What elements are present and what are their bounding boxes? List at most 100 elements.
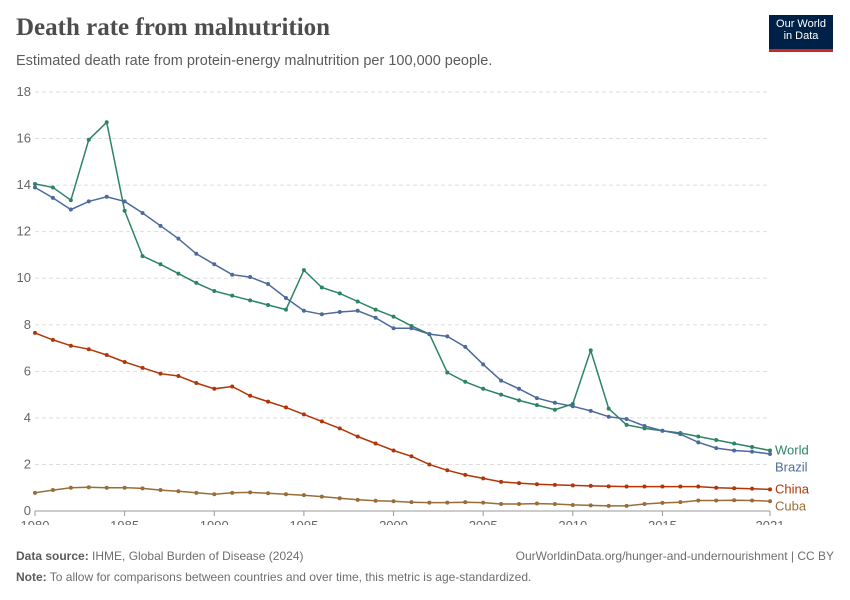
data-point-brazil[interactable] bbox=[463, 344, 468, 349]
data-point-world[interactable] bbox=[499, 392, 504, 397]
data-point-world[interactable] bbox=[212, 289, 217, 294]
data-point-cuba[interactable] bbox=[86, 485, 91, 490]
data-point-cuba[interactable] bbox=[319, 494, 324, 499]
data-point-china[interactable] bbox=[158, 371, 163, 376]
series-line-world[interactable] bbox=[34, 120, 771, 452]
data-point-cuba[interactable] bbox=[158, 488, 163, 493]
data-point-world[interactable] bbox=[283, 307, 288, 312]
data-point-cuba[interactable] bbox=[409, 500, 414, 505]
data-point-cuba[interactable] bbox=[301, 493, 306, 498]
data-point-china[interactable] bbox=[750, 486, 755, 491]
data-point-brazil[interactable] bbox=[768, 451, 772, 456]
data-point-brazil[interactable] bbox=[86, 199, 91, 204]
data-source-text[interactable]: IHME, Global Burden of Disease (2024) bbox=[92, 549, 304, 563]
data-point-brazil[interactable] bbox=[588, 408, 593, 413]
data-point-world[interactable] bbox=[696, 434, 701, 439]
data-point-cuba[interactable] bbox=[570, 502, 575, 507]
data-point-world[interactable] bbox=[301, 268, 306, 273]
data-point-brazil[interactable] bbox=[499, 378, 504, 383]
data-point-cuba[interactable] bbox=[248, 490, 253, 495]
data-point-china[interactable] bbox=[499, 479, 504, 484]
data-point-world[interactable] bbox=[140, 254, 145, 259]
data-point-china[interactable] bbox=[696, 484, 701, 489]
data-point-china[interactable] bbox=[301, 412, 306, 417]
data-point-cuba[interactable] bbox=[104, 485, 109, 490]
data-point-cuba[interactable] bbox=[445, 500, 450, 505]
data-point-world[interactable] bbox=[517, 398, 522, 403]
data-point-world[interactable] bbox=[768, 448, 772, 453]
data-point-china[interactable] bbox=[33, 330, 37, 335]
data-point-world[interactable] bbox=[50, 185, 55, 190]
data-point-china[interactable] bbox=[606, 484, 611, 489]
source-url[interactable]: OurWorldinData.org/hunger-and-undernouri… bbox=[515, 549, 834, 563]
data-point-cuba[interactable] bbox=[427, 500, 432, 505]
data-point-china[interactable] bbox=[355, 434, 360, 439]
data-point-cuba[interactable] bbox=[266, 491, 271, 496]
data-point-brazil[interactable] bbox=[678, 432, 683, 437]
data-point-china[interactable] bbox=[194, 380, 199, 385]
data-point-brazil[interactable] bbox=[158, 223, 163, 228]
data-point-china[interactable] bbox=[283, 405, 288, 410]
data-point-world[interactable] bbox=[86, 137, 91, 142]
data-point-brazil[interactable] bbox=[642, 424, 647, 429]
data-point-world[interactable] bbox=[750, 444, 755, 449]
data-point-world[interactable] bbox=[355, 299, 360, 304]
series-line-cuba[interactable] bbox=[34, 486, 771, 507]
data-point-china[interactable] bbox=[445, 468, 450, 473]
data-point-cuba[interactable] bbox=[678, 500, 683, 505]
data-point-china[interactable] bbox=[624, 484, 629, 489]
data-point-china[interactable] bbox=[570, 483, 575, 488]
data-point-world[interactable] bbox=[194, 280, 199, 285]
data-point-cuba[interactable] bbox=[588, 503, 593, 508]
data-point-china[interactable] bbox=[266, 399, 271, 404]
data-point-world[interactable] bbox=[463, 379, 468, 384]
data-point-brazil[interactable] bbox=[319, 312, 324, 317]
data-point-brazil[interactable] bbox=[624, 417, 629, 422]
data-point-brazil[interactable] bbox=[230, 272, 235, 277]
data-point-china[interactable] bbox=[230, 384, 235, 389]
data-point-world[interactable] bbox=[624, 422, 629, 427]
data-point-world[interactable] bbox=[230, 293, 235, 298]
data-point-brazil[interactable] bbox=[696, 440, 701, 445]
data-point-brazil[interactable] bbox=[660, 428, 665, 433]
data-point-china[interactable] bbox=[678, 484, 683, 489]
data-point-cuba[interactable] bbox=[499, 502, 504, 507]
data-point-china[interactable] bbox=[552, 482, 557, 487]
data-point-cuba[interactable] bbox=[33, 490, 37, 495]
data-point-world[interactable] bbox=[606, 406, 611, 411]
data-point-china[interactable] bbox=[373, 441, 378, 446]
data-point-cuba[interactable] bbox=[624, 503, 629, 508]
data-point-cuba[interactable] bbox=[732, 498, 737, 503]
data-point-cuba[interactable] bbox=[714, 498, 719, 503]
data-point-brazil[interactable] bbox=[140, 211, 145, 216]
data-point-china[interactable] bbox=[122, 360, 127, 365]
data-point-cuba[interactable] bbox=[355, 497, 360, 502]
data-point-brazil[interactable] bbox=[481, 362, 486, 367]
data-point-brazil[interactable] bbox=[732, 448, 737, 453]
data-point-brazil[interactable] bbox=[50, 195, 55, 200]
data-point-brazil[interactable] bbox=[534, 396, 539, 401]
data-point-china[interactable] bbox=[140, 365, 145, 370]
data-point-world[interactable] bbox=[176, 271, 181, 276]
data-point-cuba[interactable] bbox=[642, 502, 647, 507]
data-point-china[interactable] bbox=[714, 485, 719, 490]
data-point-china[interactable] bbox=[319, 419, 324, 424]
data-point-china[interactable] bbox=[463, 472, 468, 477]
data-point-brazil[interactable] bbox=[391, 326, 396, 331]
data-point-cuba[interactable] bbox=[337, 496, 342, 501]
data-point-cuba[interactable] bbox=[750, 498, 755, 503]
data-point-china[interactable] bbox=[391, 448, 396, 453]
data-point-cuba[interactable] bbox=[606, 503, 611, 508]
data-point-cuba[interactable] bbox=[463, 500, 468, 505]
data-point-cuba[interactable] bbox=[373, 498, 378, 503]
data-point-world[interactable] bbox=[68, 198, 73, 203]
data-point-brazil[interactable] bbox=[122, 199, 127, 204]
data-point-world[interactable] bbox=[158, 262, 163, 267]
data-point-world[interactable] bbox=[391, 314, 396, 319]
data-point-cuba[interactable] bbox=[517, 502, 522, 507]
series-line-brazil[interactable] bbox=[34, 186, 771, 455]
data-point-world[interactable] bbox=[319, 285, 324, 290]
data-point-world[interactable] bbox=[445, 370, 450, 375]
data-point-world[interactable] bbox=[266, 302, 271, 307]
data-point-world[interactable] bbox=[33, 181, 37, 186]
